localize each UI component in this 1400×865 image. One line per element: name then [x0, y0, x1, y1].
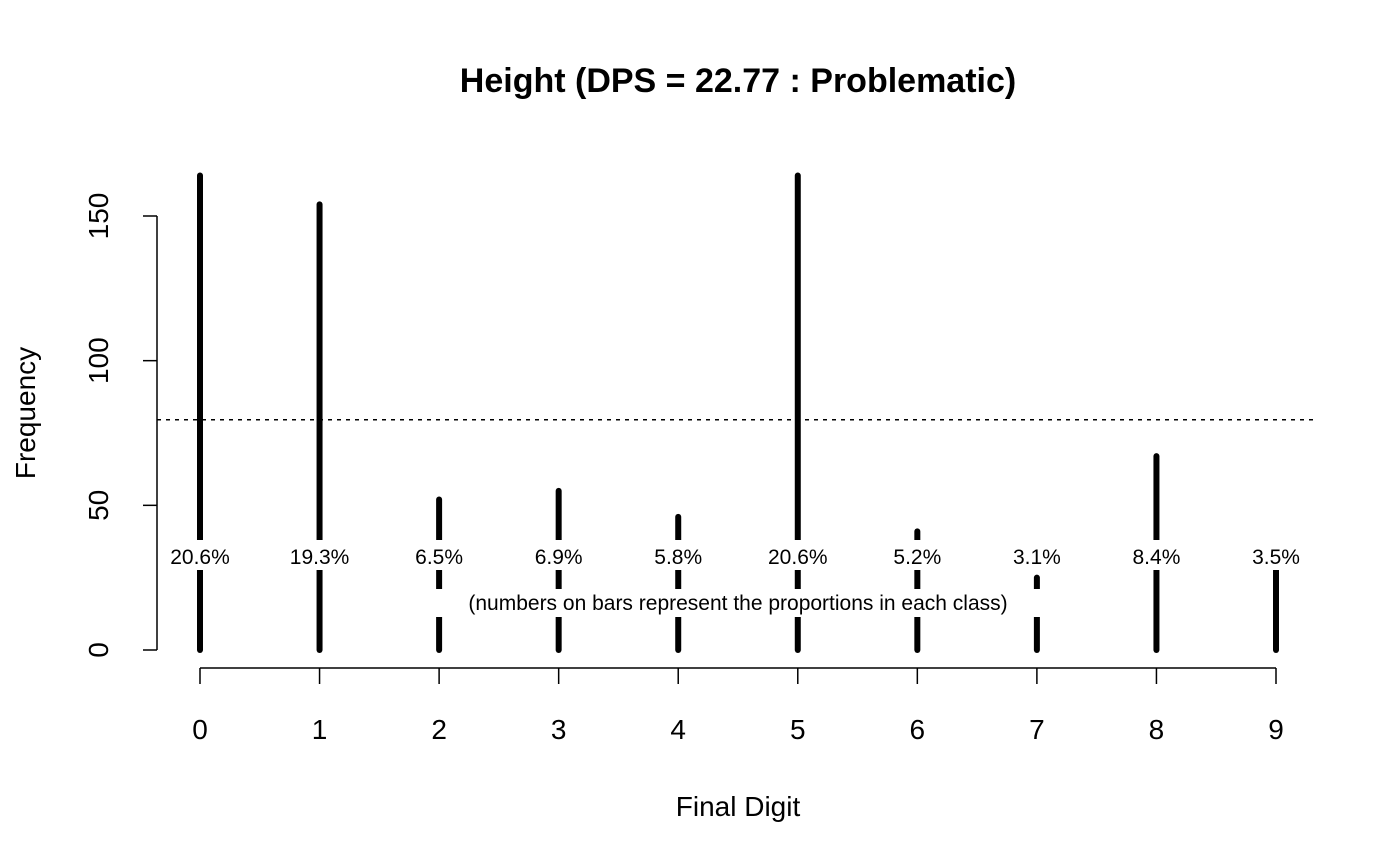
bar-label-background	[284, 540, 355, 570]
bar-label: 6.5%	[415, 546, 463, 569]
x-axis-label: Final Digit	[676, 791, 801, 822]
bar-label: 20.6%	[768, 546, 828, 569]
x-tick-label: 7	[1029, 714, 1045, 745]
bar-label: 6.9%	[535, 546, 583, 569]
bar-labels-group: 20.6% 19.3% 6.5% 6.9% 5.8% 20.6% 5.2% 3.1% 8.4% 3…	[165, 540, 1311, 570]
bar-label-background	[1121, 540, 1192, 570]
bar-label-background	[1241, 540, 1311, 570]
x-tick-label: 1	[312, 714, 328, 745]
bar-label-background	[1001, 540, 1072, 570]
y-tick-label: 0	[83, 642, 114, 658]
x-tick-label: 9	[1268, 714, 1284, 745]
chart-note: (numbers on bars represent the proportio…	[468, 592, 1007, 615]
bar-label: 3.5%	[1252, 546, 1300, 569]
bar-label: 3.1%	[1013, 546, 1061, 569]
y-axis-label: Frequency	[10, 347, 41, 479]
chart-note-background	[428, 589, 1048, 617]
bar-label-background	[523, 540, 594, 570]
y-tick-label: 150	[83, 193, 114, 240]
x-tick-label: 8	[1149, 714, 1165, 745]
x-tick-label: 3	[551, 714, 567, 745]
bar-label-background	[762, 540, 833, 570]
bars-group	[197, 172, 1279, 653]
y-tick-label: 50	[83, 490, 114, 521]
bar-label-background	[643, 540, 714, 570]
x-tick-label: 4	[670, 714, 686, 745]
bar-label-background	[404, 540, 475, 570]
bar-label: 20.6%	[170, 546, 230, 569]
x-tick-label: 2	[431, 714, 447, 745]
bar-label: 8.4%	[1133, 546, 1181, 569]
x-tick-label: 0	[192, 714, 208, 745]
x-tick-label: 5	[790, 714, 806, 745]
x-ticks-group: 0 1 2 3 4 5 6 7 8 9	[192, 668, 1284, 745]
y-ticks-group: 0 50 100 150	[83, 193, 157, 658]
bar-label-background	[882, 540, 953, 570]
bar-label: 19.3%	[290, 546, 350, 569]
x-tick-label: 6	[910, 714, 926, 745]
bar-label: 5.8%	[654, 546, 702, 569]
y-tick-label: 100	[83, 337, 114, 384]
bar-label-background	[165, 540, 235, 570]
bar-label: 5.2%	[893, 546, 941, 569]
chart-title: Height (DPS = 22.77 : Problematic)	[460, 62, 1016, 100]
